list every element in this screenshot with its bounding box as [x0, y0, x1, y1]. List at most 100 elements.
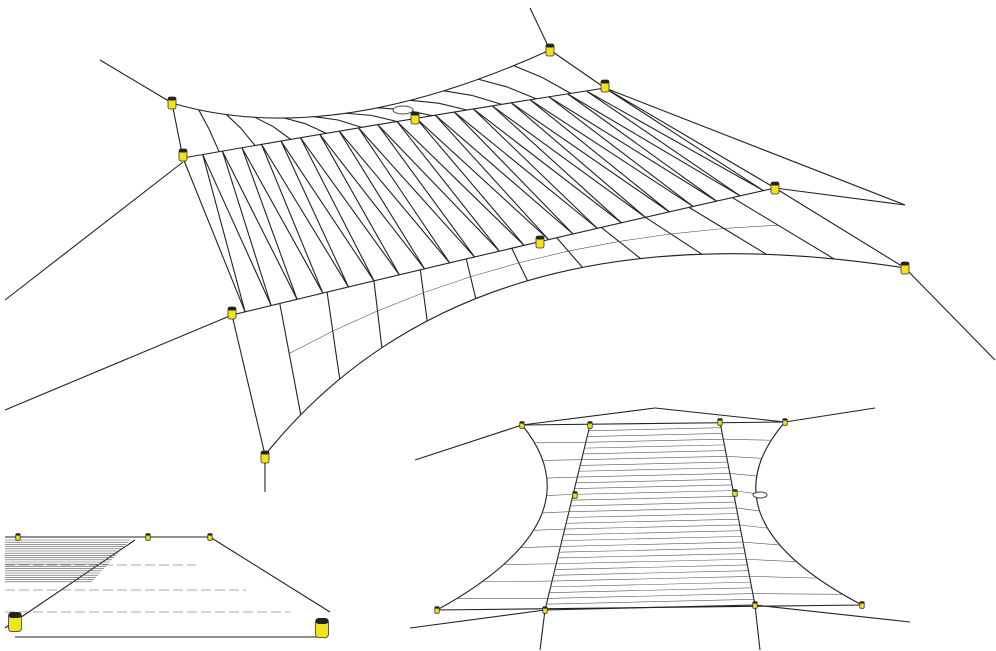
rope [231, 314, 266, 456]
mesh-line [580, 461, 728, 466]
bridle [288, 353, 302, 415]
rope [904, 267, 996, 361]
mesh-line [560, 541, 743, 547]
bridle [226, 114, 242, 129]
mesh-line [338, 130, 451, 264]
mesh-line [472, 108, 622, 224]
rope [754, 604, 761, 651]
bridle [726, 456, 762, 459]
rope [4, 539, 136, 629]
mesh-line [549, 587, 752, 593]
bridle [511, 248, 520, 264]
mesh-line [571, 496, 735, 501]
mesh-line [358, 127, 475, 258]
bridle [688, 206, 725, 229]
rope [604, 87, 776, 189]
buoy-cap [752, 601, 758, 604]
buoy-cap [542, 606, 548, 609]
bridle [739, 524, 768, 529]
mesh-line [396, 121, 525, 246]
bridle [208, 128, 220, 152]
buoy-cap [411, 112, 419, 116]
buoy-cap [434, 606, 440, 609]
bridle [332, 331, 341, 380]
mesh-line [575, 478, 731, 484]
mesh-line [573, 490, 734, 495]
buoy-cap [587, 421, 593, 424]
bridle [520, 546, 561, 548]
bridle [542, 511, 569, 514]
mesh-line [434, 114, 550, 241]
bridle [376, 310, 383, 348]
bridle [314, 116, 339, 121]
mesh-line [415, 117, 549, 241]
bridle [198, 109, 210, 130]
end-net [4, 536, 331, 638]
mesh-line [261, 144, 349, 288]
mesh-line [202, 154, 272, 306]
buoy-cap [168, 97, 176, 101]
bridle [670, 228, 724, 235]
rope [654, 407, 786, 423]
mesh-line [358, 127, 451, 264]
bridle [332, 310, 378, 332]
bridle [777, 224, 835, 260]
bridle [742, 541, 780, 546]
mesh-line [574, 484, 733, 489]
buoy-cap [315, 618, 329, 624]
bridle [279, 303, 290, 354]
buoy-cap [228, 307, 236, 311]
bridle [546, 476, 578, 479]
mesh-line [586, 90, 764, 192]
mesh-line [557, 553, 746, 559]
bridle [419, 269, 424, 293]
bridle [289, 330, 333, 354]
mesh-line [570, 501, 736, 507]
bridle [670, 233, 703, 255]
mesh-line [604, 87, 764, 192]
mesh-line [548, 96, 694, 207]
bridle [472, 95, 502, 105]
bridle [507, 86, 537, 100]
mesh-line [182, 157, 246, 313]
bridle [470, 262, 519, 278]
mesh-line [552, 576, 750, 582]
bridle [533, 528, 565, 531]
buoy-cap [15, 533, 21, 536]
mesh-line [561, 536, 742, 541]
rope [774, 187, 906, 269]
bridle [422, 292, 428, 321]
bridle [567, 250, 583, 268]
bridle [729, 473, 757, 477]
rope [4, 314, 233, 411]
bridle [731, 197, 779, 226]
rope [414, 424, 523, 461]
mesh-line [554, 564, 748, 570]
side-net [409, 407, 911, 651]
buoy-cap [901, 262, 909, 266]
buoy-cap [179, 149, 187, 153]
bridle [326, 291, 334, 332]
bridle [503, 563, 557, 565]
side-curve [755, 421, 863, 606]
mesh-line [568, 507, 737, 513]
mesh-line [547, 593, 753, 599]
buoy-cap [536, 236, 544, 240]
rope [99, 59, 173, 104]
bridle [723, 228, 767, 255]
bridle [723, 224, 779, 229]
bridle [371, 114, 398, 123]
mesh-line [587, 433, 723, 437]
mesh-line [434, 114, 574, 235]
bridle [240, 127, 256, 146]
mesh-line [567, 93, 741, 197]
buoy-cap [601, 80, 609, 84]
mesh-line [567, 93, 717, 202]
mesh-line [548, 96, 717, 202]
buoy-cap [732, 489, 738, 492]
mesh-line [300, 137, 400, 276]
bridle [618, 233, 671, 242]
bridle [443, 90, 473, 97]
bridle [746, 558, 797, 562]
